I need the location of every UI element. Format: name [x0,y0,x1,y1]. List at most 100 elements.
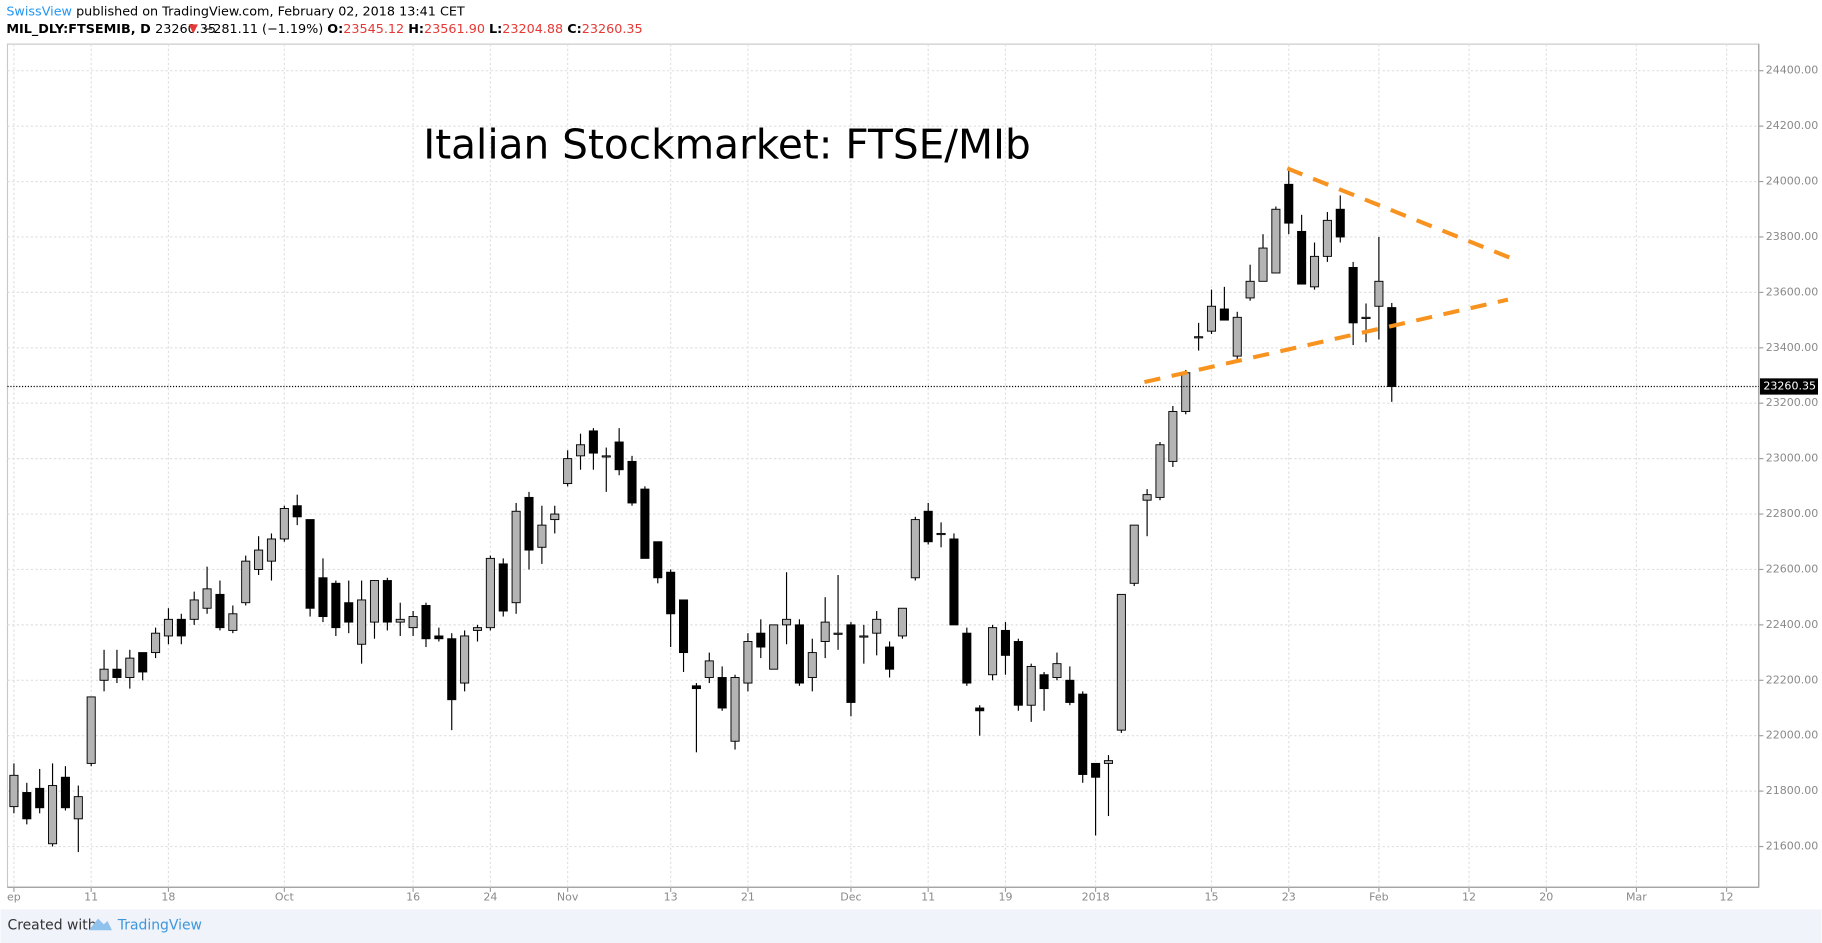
last-price-label: 23260.35 [1763,379,1816,392]
x-tick-label: 12 [1462,891,1476,904]
candle-body [962,632,972,684]
candle-body [202,588,212,609]
candle-body [1026,665,1036,706]
chart-title: Italian Stockmarket: FTSE/MIb [423,120,1031,168]
candle-body [1155,444,1165,498]
candle-body [228,613,238,631]
candle-body [1078,693,1088,775]
low-value: 23204.88 [502,22,563,37]
axes: 21600.00 21800.00 22000.00 22200.00 22400.00… [7,64,1818,904]
upper-trendline [1286,166,1512,260]
candle-body [9,774,19,808]
candle-body [331,582,341,629]
x-tick-label: 16 [406,891,420,904]
grid [7,44,1759,888]
candle-body [794,624,804,684]
y-tick-label: 22000.00 [1766,729,1819,742]
candle-body [421,605,431,640]
candle-body [215,593,225,629]
last-price: 23260.35 [155,22,216,37]
candle-body [279,508,289,540]
candle-body [1309,255,1320,288]
candle-body [73,796,83,820]
y-tick-label: 24400.00 [1766,64,1819,77]
candle-body [1297,230,1307,285]
candle-body [1258,247,1268,282]
candle-body [434,635,444,640]
candle-body [949,538,959,626]
candle-body [1284,183,1294,224]
candle-body [86,696,96,764]
candle-body [640,488,650,559]
y-tick-label: 21800.00 [1766,784,1819,797]
candle-body [1322,219,1332,257]
candle-body [1181,372,1191,412]
candle-body [1103,760,1114,764]
candle-body [653,541,663,579]
brand-logo [88,918,113,931]
y-tick-label: 22600.00 [1766,562,1819,575]
candle-body [782,618,792,626]
y-tick-label: 23200.00 [1766,396,1819,409]
symbol: MIL_DLY:FTSEMIB, D [6,22,150,37]
candle-body [292,505,302,518]
candle-body [807,652,817,678]
candle-body [820,621,830,642]
close-value: 23260.35 [582,22,643,37]
candle-body [614,441,624,471]
x-tick-label: 23 [1282,891,1296,904]
candle-body [897,607,907,637]
x-tick-label: Feb [1369,891,1389,904]
close-label: C: [567,22,581,37]
y-tick-label: 24200.00 [1766,119,1819,132]
candle-body [1387,307,1397,387]
x-tick-label: 19 [998,891,1012,904]
candle-body [1142,494,1152,501]
x-tick-label: 15 [1204,891,1218,904]
candle-body [524,496,534,551]
x-tick-label: 11 [84,891,98,904]
x-tick-label: ep [7,891,21,904]
candle-body [35,787,45,809]
x-tick-label: 24 [483,891,497,904]
candle-body [318,577,328,618]
candle-body [988,627,998,676]
candle-body [1361,316,1371,319]
y-tick-label: 24000.00 [1766,175,1819,188]
candle-body [60,776,70,809]
candle-body [1039,674,1049,690]
candle-body [872,618,882,634]
candle-body [1013,641,1023,706]
x-tick-label: 21 [741,891,755,904]
y-tick-label: 23000.00 [1766,452,1819,465]
candle-body [588,430,598,454]
candle-body [48,785,58,845]
candle-body [22,792,32,820]
x-tick-label: 2018 [1082,891,1110,904]
candle-body [1374,280,1384,307]
candle-body [885,646,895,670]
down-arrow [188,24,198,34]
open-value: 23545.12 [343,22,404,37]
candle-body [460,635,470,684]
y-tick-label: 22800.00 [1766,507,1819,520]
x-tick-label: Mar [1626,891,1647,904]
candle-body [923,510,933,543]
candle-body [537,524,547,548]
candle-body [975,707,985,712]
candle-body [601,455,611,458]
high-label: H: [408,22,424,37]
high-value: 23561.90 [424,22,485,37]
x-tick-label: 20 [1539,891,1553,904]
candle-body [691,685,701,690]
candle-body [408,616,418,629]
candle-body [485,557,495,629]
footer-created: Created with [7,918,96,934]
candle-body [382,580,392,623]
candle-body [189,599,199,620]
candle-body [163,618,173,637]
candle-body [357,599,367,645]
